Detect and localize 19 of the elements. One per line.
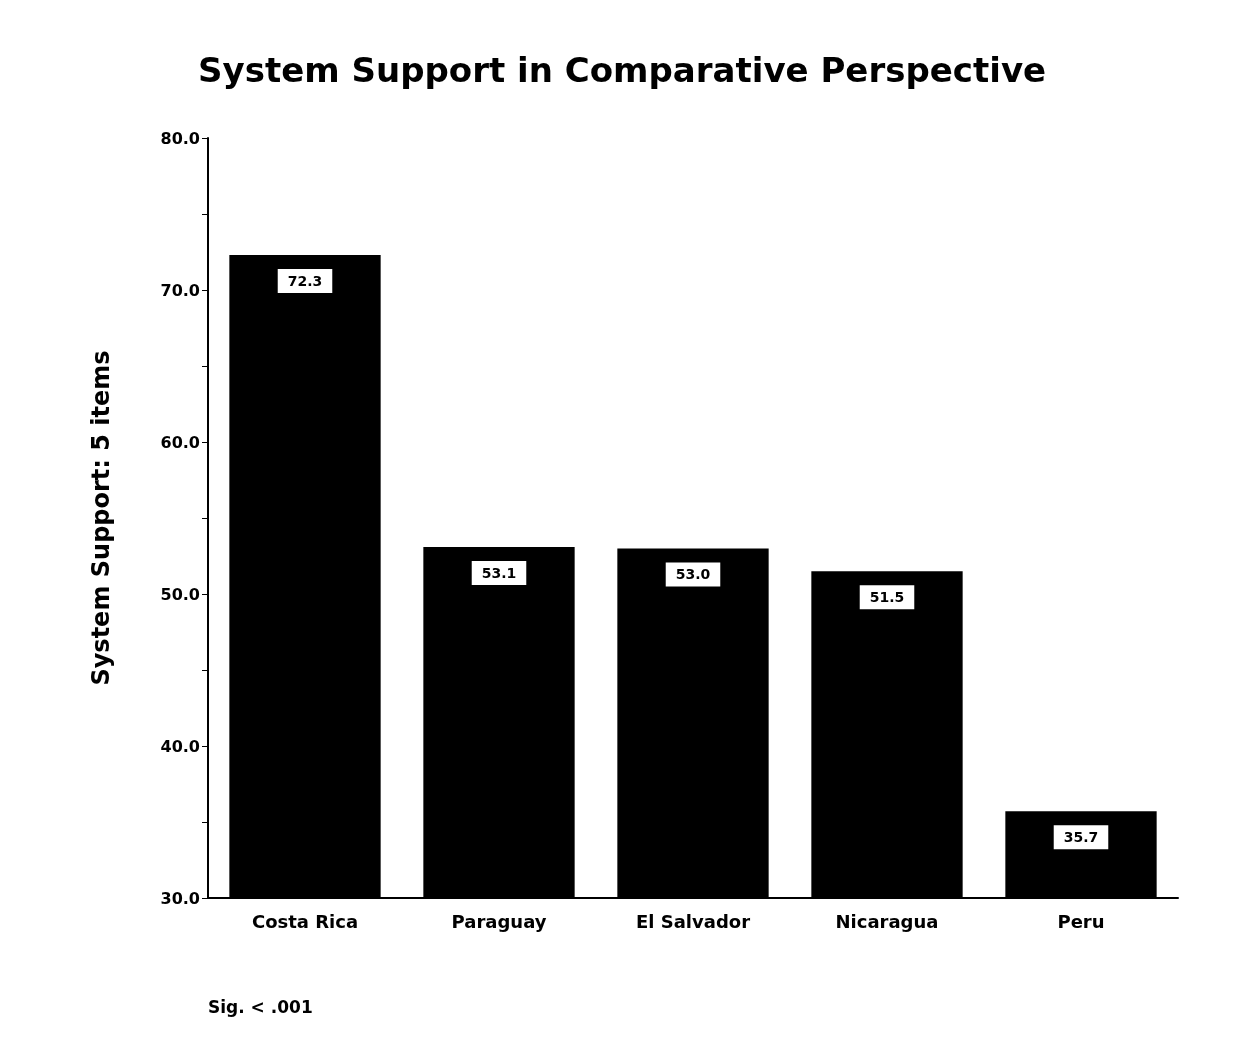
data-label: 72.3	[287, 273, 323, 290]
y-tick-label: 40.0	[160, 736, 200, 756]
x-tick-label: Costa Rica	[251, 910, 359, 932]
y-axis-title: System Support: 5 items	[87, 350, 115, 686]
data-label: 35.7	[1063, 829, 1099, 846]
x-tick-label: Paraguay	[451, 910, 547, 932]
y-tick-label: 50.0	[160, 584, 200, 604]
data-label: 51.5	[869, 589, 905, 606]
y-tick-label: 70.0	[160, 280, 200, 300]
y-tick-label: 80.0	[160, 128, 200, 148]
data-label: 53.1	[481, 564, 517, 581]
chart-title: System Support in Comparative Perspective	[198, 50, 1047, 90]
x-tick-label: Peru	[1057, 910, 1105, 932]
data-label: 53.0	[675, 566, 711, 583]
y-tick-label: 60.0	[160, 432, 200, 452]
y-tick-label: 30.0	[160, 888, 200, 908]
x-tick-label: Nicaragua	[835, 910, 939, 932]
text: Sig. < .001	[208, 996, 313, 1017]
x-tick-label: El Salvador	[635, 910, 751, 932]
